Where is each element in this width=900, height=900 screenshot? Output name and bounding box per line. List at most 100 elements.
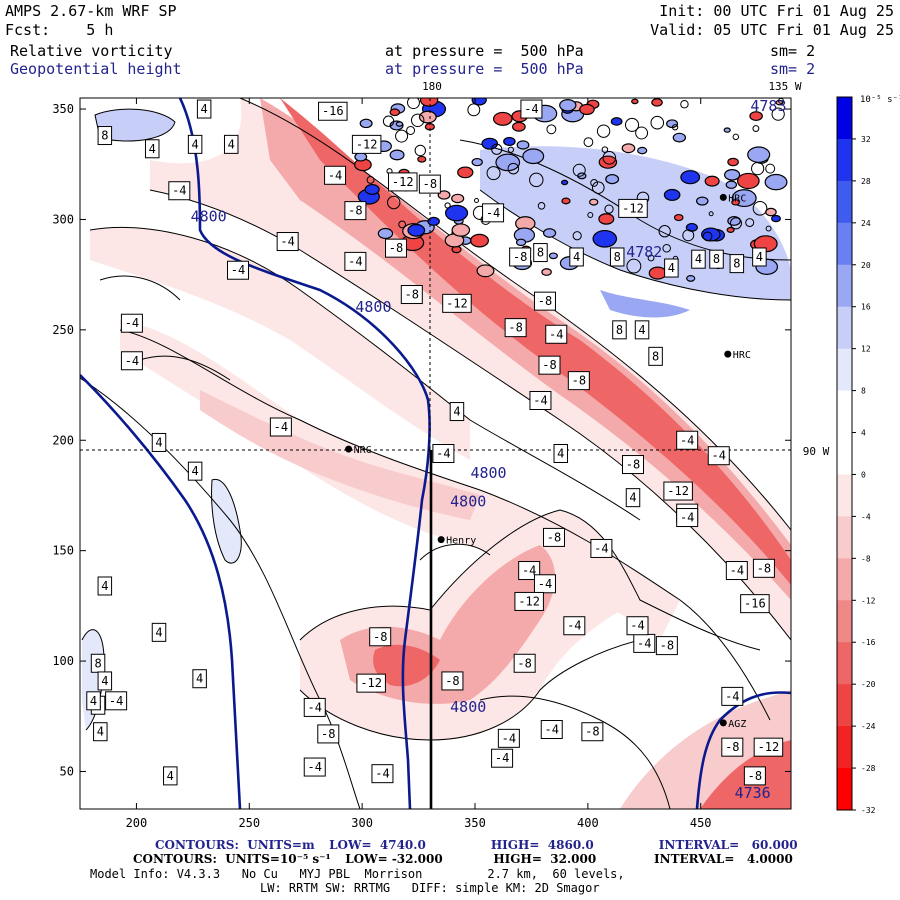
vort-contour-2: [119, 329, 771, 721]
vorticity-label: 8: [729, 254, 745, 274]
convective-cell: [395, 121, 404, 127]
x-tick-label: 300: [351, 816, 373, 830]
vorticity-label-box: [418, 174, 441, 194]
vorticity-positive-ne2: [600, 290, 690, 318]
vorticity-label: 4: [187, 461, 203, 481]
colorbar-segment: [837, 684, 852, 727]
convective-ring: [507, 162, 520, 175]
vorticity-label-text: -8: [757, 561, 771, 575]
vorticity-label-text: -8: [445, 674, 459, 688]
colorbar-segment: [837, 180, 852, 224]
vorticity-label-text: -12: [360, 676, 382, 690]
colorbar-tick-label: 16: [861, 303, 871, 312]
convective-cell: [765, 207, 777, 217]
vorticity-south-strong: [373, 644, 440, 687]
vorticity-band-main-light: [150, 98, 791, 640]
footer-model-info: Model Info: V4.3.3 No Cu MYJ PBL Morriso…: [90, 867, 625, 881]
vorticity-label-text: 4: [453, 405, 460, 419]
convective-cell: [579, 103, 595, 116]
y-tick-label: 350: [52, 102, 74, 116]
convective-ring: [546, 124, 557, 135]
convective-cell: [592, 229, 618, 248]
vorticity-label-box: [120, 351, 143, 371]
convective-ring: [604, 204, 614, 214]
colorbar-tick-label: -12: [861, 596, 876, 605]
convective-ring: [601, 146, 609, 153]
convective-cell: [437, 190, 451, 200]
convective-cell: [427, 216, 440, 226]
vorticity-label-text: 4: [668, 261, 675, 275]
vorticity-label-box: [655, 636, 678, 656]
height-label: 4800: [470, 464, 506, 482]
vorticity-label: 4: [97, 671, 113, 691]
convective-cell: [451, 223, 471, 237]
convective-cell: [680, 170, 701, 185]
vorticity-label-text: -4: [125, 354, 139, 368]
vorticity-label-box: [753, 737, 784, 757]
convective-ring: [729, 217, 743, 230]
vorticity-positive-nw: [95, 109, 175, 142]
convective-cell: [637, 146, 648, 155]
vorticity-label-box: [648, 346, 663, 366]
convective-cell: [648, 266, 667, 280]
vorticity-label: -4: [227, 260, 249, 280]
height-label: 4782: [626, 243, 662, 261]
vorticity-label-text: 4: [629, 491, 636, 505]
colorbar-tick-label: -4: [861, 512, 871, 521]
vorticity-label-text: -8: [517, 656, 531, 670]
field2-level: at pressure = 500 hPa: [385, 60, 584, 78]
vorticity-label: 4: [449, 402, 465, 422]
vorticity-label: -12: [356, 673, 386, 693]
vorticity-label-box: [491, 748, 514, 768]
stations: HRC Henry NRC HRC AGZ: [345, 193, 751, 730]
vorticity-label: -4: [529, 391, 552, 411]
vorticity-label: -8: [400, 285, 423, 305]
vorticity-label: -4: [520, 99, 543, 119]
field1-level: at pressure = 500 hPa: [385, 42, 584, 60]
vorticity-label-box: [752, 558, 775, 578]
vorticity-label-text: 8: [101, 129, 108, 143]
vorticity-label: -4: [276, 232, 299, 252]
vorticity-label: -4: [721, 686, 744, 706]
vorticity-label: 4: [192, 669, 207, 689]
vorticity-label-text: 4: [90, 694, 97, 708]
vorticity-label-box: [567, 371, 590, 391]
convective-cell: [610, 117, 623, 126]
vorticity-label: 8: [90, 653, 106, 673]
vorticity-label-text: 8: [537, 246, 544, 260]
vorticity-label-text: -16: [322, 104, 344, 118]
footer-height-interval: INTERVAL= 60.000: [658, 838, 798, 852]
convective-ring: [626, 258, 642, 274]
colorbar-segment: [837, 432, 852, 475]
vorticity-label-text: -12: [667, 484, 689, 498]
vorticity-label-text: -8: [423, 177, 437, 191]
vorticity-label-text: -12: [446, 296, 468, 310]
vorticity-label: 4: [664, 258, 679, 278]
model-title: AMPS 2.67-km WRF SP: [5, 2, 177, 20]
x-tick-label: 400: [577, 816, 599, 830]
vorticity-label-text: -8: [538, 294, 552, 308]
vorticity-label-box: [168, 181, 191, 201]
vorticity-label-text: -4: [280, 235, 294, 249]
shaded-vorticity: [82, 98, 791, 809]
convective-ring: [745, 218, 755, 228]
y-tick-label: 50: [60, 764, 74, 778]
vorticity-label-box: [622, 455, 644, 475]
vorticity-label: 4: [625, 488, 641, 508]
vorticity-label-box: [97, 671, 113, 691]
vorticity-label-box: [740, 594, 770, 614]
convective-cell: [492, 111, 513, 126]
colorbar-segment: [837, 642, 852, 685]
fcst-label: Fcst:: [5, 21, 51, 39]
vorticity-label-box: [563, 616, 586, 636]
convective-cell: [686, 275, 696, 282]
convective-cell: [451, 193, 465, 204]
convective-cell: [736, 172, 760, 190]
vorticity-label-box: [514, 591, 544, 611]
vorticity-label: 4: [163, 766, 178, 786]
convective-cell: [354, 152, 368, 162]
vorticity-label: 8: [612, 320, 627, 340]
vorticity-label-box: [663, 481, 693, 501]
convective-cell: [724, 168, 741, 181]
